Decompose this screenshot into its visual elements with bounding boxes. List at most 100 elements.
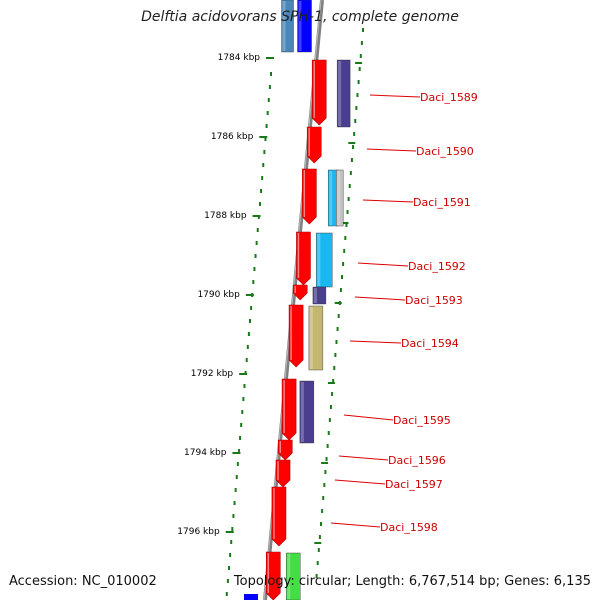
gc-dot bbox=[333, 366, 336, 370]
gc-dot bbox=[229, 553, 232, 557]
cog-box-shine bbox=[313, 288, 317, 303]
gene-label: Daci_1595 bbox=[393, 414, 451, 427]
gc-dot bbox=[341, 275, 344, 279]
cog-box bbox=[335, 169, 344, 227]
tick-mark bbox=[314, 542, 322, 544]
gc-dot bbox=[236, 462, 239, 466]
cog-box bbox=[281, 0, 294, 53]
gc-dot bbox=[239, 436, 242, 440]
gc-dot bbox=[353, 132, 356, 136]
gc-dot bbox=[245, 358, 248, 362]
gene-label-line bbox=[366, 148, 417, 152]
gc-dot bbox=[240, 423, 243, 427]
gene-arrow bbox=[277, 439, 293, 461]
tick-mark bbox=[252, 215, 261, 217]
gc-dot bbox=[348, 184, 351, 188]
gene-label-line bbox=[354, 296, 406, 301]
gc-dot bbox=[326, 444, 329, 448]
gc-dot bbox=[267, 98, 270, 102]
gc-dot bbox=[260, 189, 263, 193]
gene-label-line bbox=[349, 340, 402, 344]
gene-arrow bbox=[281, 378, 297, 441]
gc-dot bbox=[347, 197, 350, 201]
gc-dot bbox=[345, 223, 348, 227]
gene-arrow bbox=[296, 231, 311, 286]
map-title: Delftia acidovorans SPH-1, complete geno… bbox=[141, 9, 459, 25]
gc-dot bbox=[249, 319, 252, 323]
gc-dot bbox=[331, 392, 334, 396]
tick-label: 1794 kbp bbox=[184, 448, 227, 458]
cog-track bbox=[244, 0, 351, 602]
gc-dot bbox=[263, 150, 266, 154]
gene-label: Daci_1591 bbox=[413, 196, 471, 209]
tick-mark bbox=[348, 142, 356, 144]
tick-label: 1786 kbp bbox=[211, 132, 254, 142]
gc-dot bbox=[328, 418, 331, 422]
gc-dot bbox=[356, 93, 359, 97]
gene-label: Daci_1597 bbox=[385, 478, 443, 491]
gc-dot bbox=[358, 67, 361, 71]
gc-dot bbox=[258, 202, 261, 206]
gc-dot bbox=[362, 28, 364, 32]
gc-dot bbox=[262, 163, 265, 167]
tick-mark bbox=[327, 382, 335, 384]
tick-marks: 1784 kbp 1786 kbp 1788 kbp 1790 kbp 1792 kbp… bbox=[177, 53, 363, 544]
gc-dot bbox=[332, 379, 335, 383]
gc-dot bbox=[336, 327, 339, 331]
gene-label-line bbox=[330, 522, 381, 528]
gc-dot bbox=[230, 540, 233, 544]
gene-arrow bbox=[265, 551, 281, 601]
cog-box-shine bbox=[298, 1, 302, 51]
gc-dot bbox=[256, 228, 259, 232]
gc-dot bbox=[228, 566, 231, 570]
gc-dot bbox=[360, 41, 363, 45]
tick-label: 1784 kbp bbox=[218, 53, 261, 63]
gc-dot bbox=[339, 288, 342, 292]
gc-dot bbox=[231, 527, 234, 531]
gene-labels: Daci_1589 Daci_1590 Daci_1591 Daci_1592 Daci… bbox=[330, 91, 478, 534]
cog-box bbox=[297, 0, 312, 53]
tick-mark bbox=[341, 222, 349, 224]
gc-dot bbox=[318, 535, 321, 539]
gc-dot bbox=[225, 592, 228, 596]
tick-label: 1788 kbp bbox=[204, 211, 247, 221]
gene-label-line bbox=[369, 94, 421, 98]
cog-box-shine bbox=[337, 171, 341, 225]
tick-mark bbox=[355, 62, 363, 64]
gc-dot bbox=[265, 124, 268, 128]
tick-mark bbox=[334, 302, 342, 304]
gc-dot bbox=[247, 332, 250, 336]
cog-box bbox=[244, 594, 258, 602]
gc-dot bbox=[232, 514, 235, 518]
gc-dot bbox=[254, 254, 257, 258]
cog-box-shine bbox=[282, 1, 286, 51]
tick-mark bbox=[239, 373, 248, 375]
gc-dot bbox=[253, 267, 256, 271]
gc-dot bbox=[329, 405, 332, 409]
cog-box-shine bbox=[317, 234, 321, 286]
tick-mark bbox=[225, 531, 234, 533]
gc-dot bbox=[252, 280, 255, 284]
gc-dot bbox=[264, 137, 267, 141]
gc-dot bbox=[343, 249, 346, 253]
tick-mark bbox=[266, 57, 274, 59]
gc-dot bbox=[246, 345, 249, 349]
tick-mark bbox=[259, 136, 268, 138]
gc-dot bbox=[268, 85, 271, 89]
gc-dot bbox=[320, 522, 323, 526]
gene-arrow bbox=[311, 59, 327, 126]
gc-dot bbox=[352, 145, 355, 149]
gc-dot bbox=[315, 574, 318, 578]
gene-label: Daci_1596 bbox=[388, 454, 446, 467]
gc-dot bbox=[344, 236, 347, 240]
gc-dot bbox=[324, 470, 327, 474]
tick-label: 1796 kbp bbox=[177, 527, 220, 537]
gene-label: Daci_1598 bbox=[380, 521, 438, 534]
gc-dot bbox=[325, 457, 328, 461]
gene-arrow bbox=[275, 459, 291, 488]
gene-label: Daci_1593 bbox=[405, 294, 463, 307]
gc-dot bbox=[237, 449, 240, 453]
cog-box-shine bbox=[329, 171, 333, 225]
gene-arrow bbox=[302, 168, 317, 225]
